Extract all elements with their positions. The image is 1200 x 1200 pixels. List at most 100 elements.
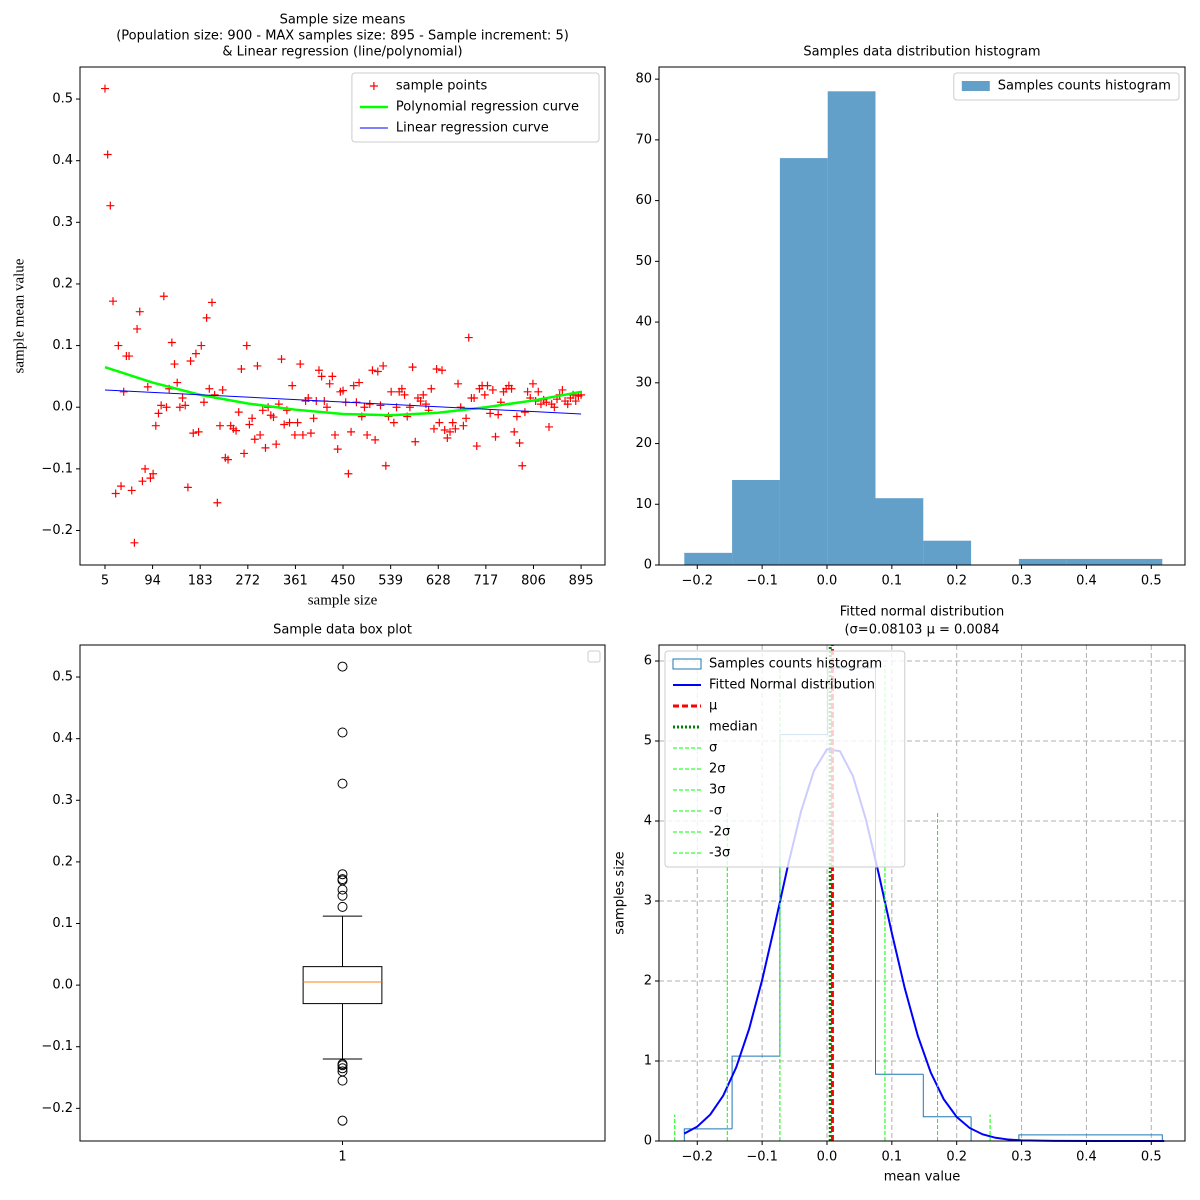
legend-label: -σ xyxy=(709,804,722,819)
scatter-point xyxy=(272,440,281,449)
scatter-point xyxy=(149,469,158,478)
scatter-point xyxy=(306,429,315,438)
x-tick-label: 0.4 xyxy=(1076,574,1097,589)
y-tick-label: 6 xyxy=(644,654,652,669)
scatter-point xyxy=(277,355,286,364)
scatter-point xyxy=(207,298,216,307)
scatter-point xyxy=(250,435,259,444)
scatter-point xyxy=(143,382,152,391)
y-tick-label: 0.5 xyxy=(52,670,73,685)
x-tick-label: 628 xyxy=(426,574,451,589)
scatter-point xyxy=(253,361,262,370)
legend-box xyxy=(351,72,600,143)
step-histogram xyxy=(1114,1134,1163,1141)
y-tick-label: 4 xyxy=(644,814,652,829)
x-tick-label: 0.4 xyxy=(1076,1150,1097,1165)
scatter-point xyxy=(205,384,214,393)
y-tick-label: 60 xyxy=(635,193,652,208)
scatter-point xyxy=(194,427,203,436)
scatter-point xyxy=(416,397,425,406)
scatter-point xyxy=(432,365,441,374)
y-tick-label: 0.3 xyxy=(52,215,73,230)
scatter-point xyxy=(443,434,452,443)
scatter-point xyxy=(462,414,471,423)
scatter-point xyxy=(135,307,144,316)
y-tick-label: 2 xyxy=(644,974,652,989)
x-tick-label: 0.0 xyxy=(817,1150,838,1165)
scatter-point xyxy=(381,461,390,470)
scatter-point xyxy=(427,384,436,393)
y-tick-label: 5 xyxy=(644,734,652,749)
scatter-point xyxy=(111,489,120,498)
outlier xyxy=(337,1063,348,1074)
scatter-point xyxy=(154,409,163,418)
scatter-point xyxy=(157,401,166,410)
scatter-point xyxy=(510,427,519,436)
scatter-point xyxy=(159,292,168,301)
scatter-point xyxy=(571,397,580,406)
y-tick-label: −0.1 xyxy=(41,1039,73,1054)
scatter-point xyxy=(189,429,198,438)
legend-label: sample points xyxy=(396,79,488,94)
scatter-point xyxy=(523,387,532,396)
scatter-point xyxy=(512,412,521,421)
x-tick-label: 0.0 xyxy=(817,574,838,589)
scatter-point xyxy=(322,403,331,412)
x-tick-label: 0.3 xyxy=(1011,1150,1032,1165)
scatter-point xyxy=(448,418,457,427)
scatter-point xyxy=(368,366,377,375)
scatter-point xyxy=(459,421,468,430)
legend-marker xyxy=(672,658,702,670)
y-tick-label: −0.2 xyxy=(41,523,73,538)
scatter-point xyxy=(486,409,495,418)
scatter-point xyxy=(347,427,356,436)
scatter-point xyxy=(106,201,115,210)
legend-marker xyxy=(961,81,990,91)
legend-label: -2σ xyxy=(709,825,730,840)
outlier xyxy=(337,1075,348,1086)
y-tick-label: 0.0 xyxy=(52,400,73,415)
scatter-point xyxy=(384,412,393,421)
y-tick-label: 0 xyxy=(644,1134,652,1149)
y-tick-label: 40 xyxy=(635,315,652,330)
scatter-point xyxy=(518,461,527,470)
y-tick-label: 0.1 xyxy=(52,338,73,353)
scatter-point xyxy=(130,538,139,547)
scatter-point xyxy=(438,366,447,375)
step-histogram xyxy=(1018,1134,1067,1141)
x-tick-label: 0.5 xyxy=(1141,574,1162,589)
scatter-point xyxy=(454,379,463,388)
legend-label: Linear regression curve xyxy=(396,121,549,136)
box xyxy=(302,966,383,1005)
y-tick-label: 30 xyxy=(635,375,652,390)
scatter-point xyxy=(127,486,136,495)
scatter-point xyxy=(446,427,455,436)
legend-label: Samples counts histogram xyxy=(998,79,1171,94)
scatter-point xyxy=(371,435,380,444)
legend-label: 3σ xyxy=(709,783,726,798)
y-axis-label: sample mean value xyxy=(11,258,27,373)
scatter-point xyxy=(280,420,289,429)
outlier xyxy=(337,1060,348,1071)
x-tick-label: 806 xyxy=(521,574,546,589)
step-histogram xyxy=(683,1128,733,1141)
scatter-point xyxy=(339,386,348,395)
y-tick-label: 0 xyxy=(644,558,652,573)
x-tick-label: 0.1 xyxy=(881,574,902,589)
scatter-point xyxy=(520,408,529,417)
scatter-point xyxy=(138,477,147,486)
y-tick-label: 0.3 xyxy=(52,793,73,808)
scatter-point xyxy=(141,464,150,473)
scatter-point xyxy=(181,401,190,410)
scatter-point xyxy=(175,403,184,412)
scatter-point xyxy=(488,385,497,394)
scatter-point xyxy=(314,366,323,375)
scatter-point xyxy=(109,297,118,306)
y-tick-label: 0.4 xyxy=(52,153,73,168)
x-tick-label: 450 xyxy=(331,574,356,589)
scatter-point xyxy=(534,387,543,396)
axes-frame xyxy=(79,66,606,566)
x-axis-label: sample size xyxy=(308,592,378,608)
histogram-bar xyxy=(1018,558,1067,565)
scatter-point xyxy=(515,438,524,447)
